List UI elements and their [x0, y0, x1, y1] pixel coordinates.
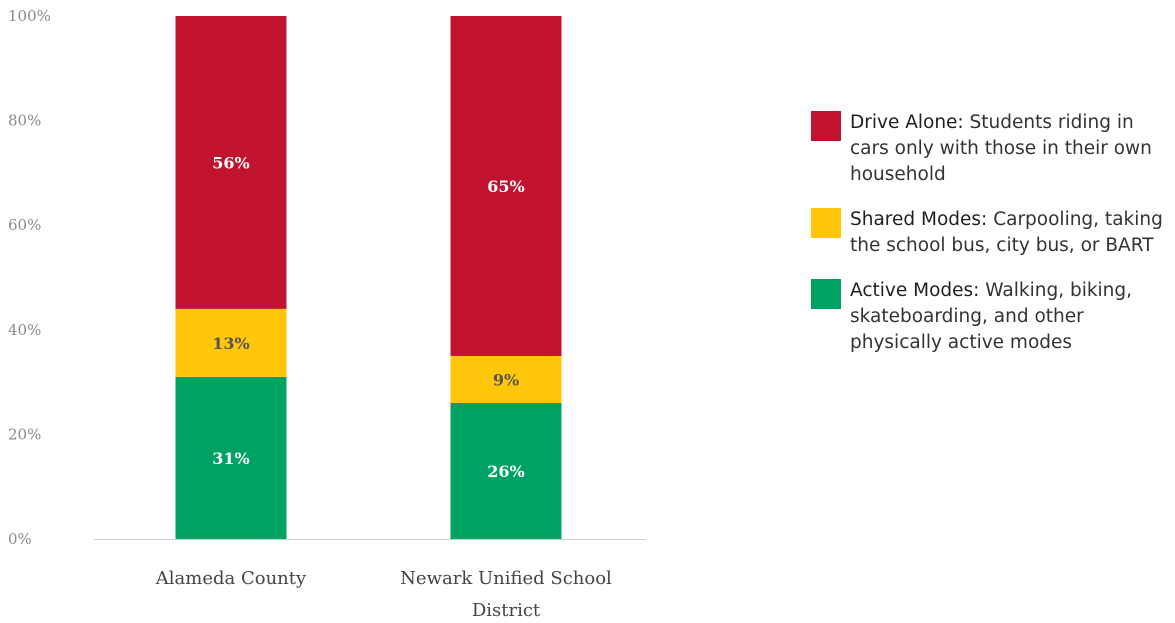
legend-desc-active-modes: Walking, biking, skateboarding, and othe…: [850, 280, 1133, 353]
legend-item-active-modes: Active Modes: Walking, biking, skateboar…: [811, 278, 1175, 356]
data-label: 31%: [212, 449, 249, 468]
y-tick-label: 40%: [8, 321, 41, 339]
legend-item-shared-modes: Shared Modes: Carpooling, taking the sch…: [811, 207, 1175, 259]
legend: Drive Alone: Students riding in cars onl…: [811, 110, 1175, 375]
bar-segment-drive-alone: [450, 16, 562, 356]
legend-name-drive-alone: Drive Alone:: [850, 112, 964, 133]
x-axis: Alameda County Newark Unified School Distr…: [94, 539, 646, 621]
bar-segment-drive-alone: [175, 16, 287, 309]
legend-name-shared-modes: Shared Modes:: [850, 209, 988, 230]
stacked-bar-chart: 0% 20% 40% 60% 80% 100% 31% 13% 56% 26% 9% 65% Ala…: [8, 7, 646, 621]
legend-swatch-shared-modes: [811, 208, 841, 238]
y-axis: 0% 20% 40% 60% 80% 100%: [8, 7, 51, 548]
y-tick-label: 100%: [8, 7, 51, 25]
data-label: 65%: [487, 177, 524, 196]
y-tick-label: 60%: [8, 216, 41, 234]
data-label: 56%: [212, 153, 249, 172]
legend-desc-shared-modes: Carpooling, taking the school bus, city …: [850, 209, 1163, 256]
data-label: 26%: [487, 462, 524, 481]
legend-item-drive-alone: Drive Alone: Students riding in cars onl…: [811, 110, 1175, 188]
x-category-label: Alameda County: [155, 568, 307, 589]
legend-swatch-drive-alone: [811, 111, 841, 141]
x-category-label: District: [472, 600, 541, 621]
y-tick-label: 0%: [8, 530, 32, 548]
legend-name-active-modes: Active Modes:: [850, 280, 980, 301]
bar-segment-active-modes: [175, 376, 287, 539]
y-tick-label: 20%: [8, 425, 41, 443]
bar-segment-shared-modes: [450, 355, 562, 404]
bars: 31% 13% 56% 26% 9% 65%: [175, 16, 562, 539]
data-label: 13%: [212, 334, 249, 353]
data-label: 9%: [493, 370, 519, 389]
legend-desc-drive-alone: Students riding in cars only with those …: [850, 112, 1152, 185]
y-tick-label: 80%: [8, 112, 41, 130]
legend-swatch-active-modes: [811, 279, 841, 309]
bar-segment-shared-modes: [175, 308, 287, 377]
x-category-label: Newark Unified School: [400, 568, 612, 589]
bar-segment-active-modes: [450, 403, 562, 539]
